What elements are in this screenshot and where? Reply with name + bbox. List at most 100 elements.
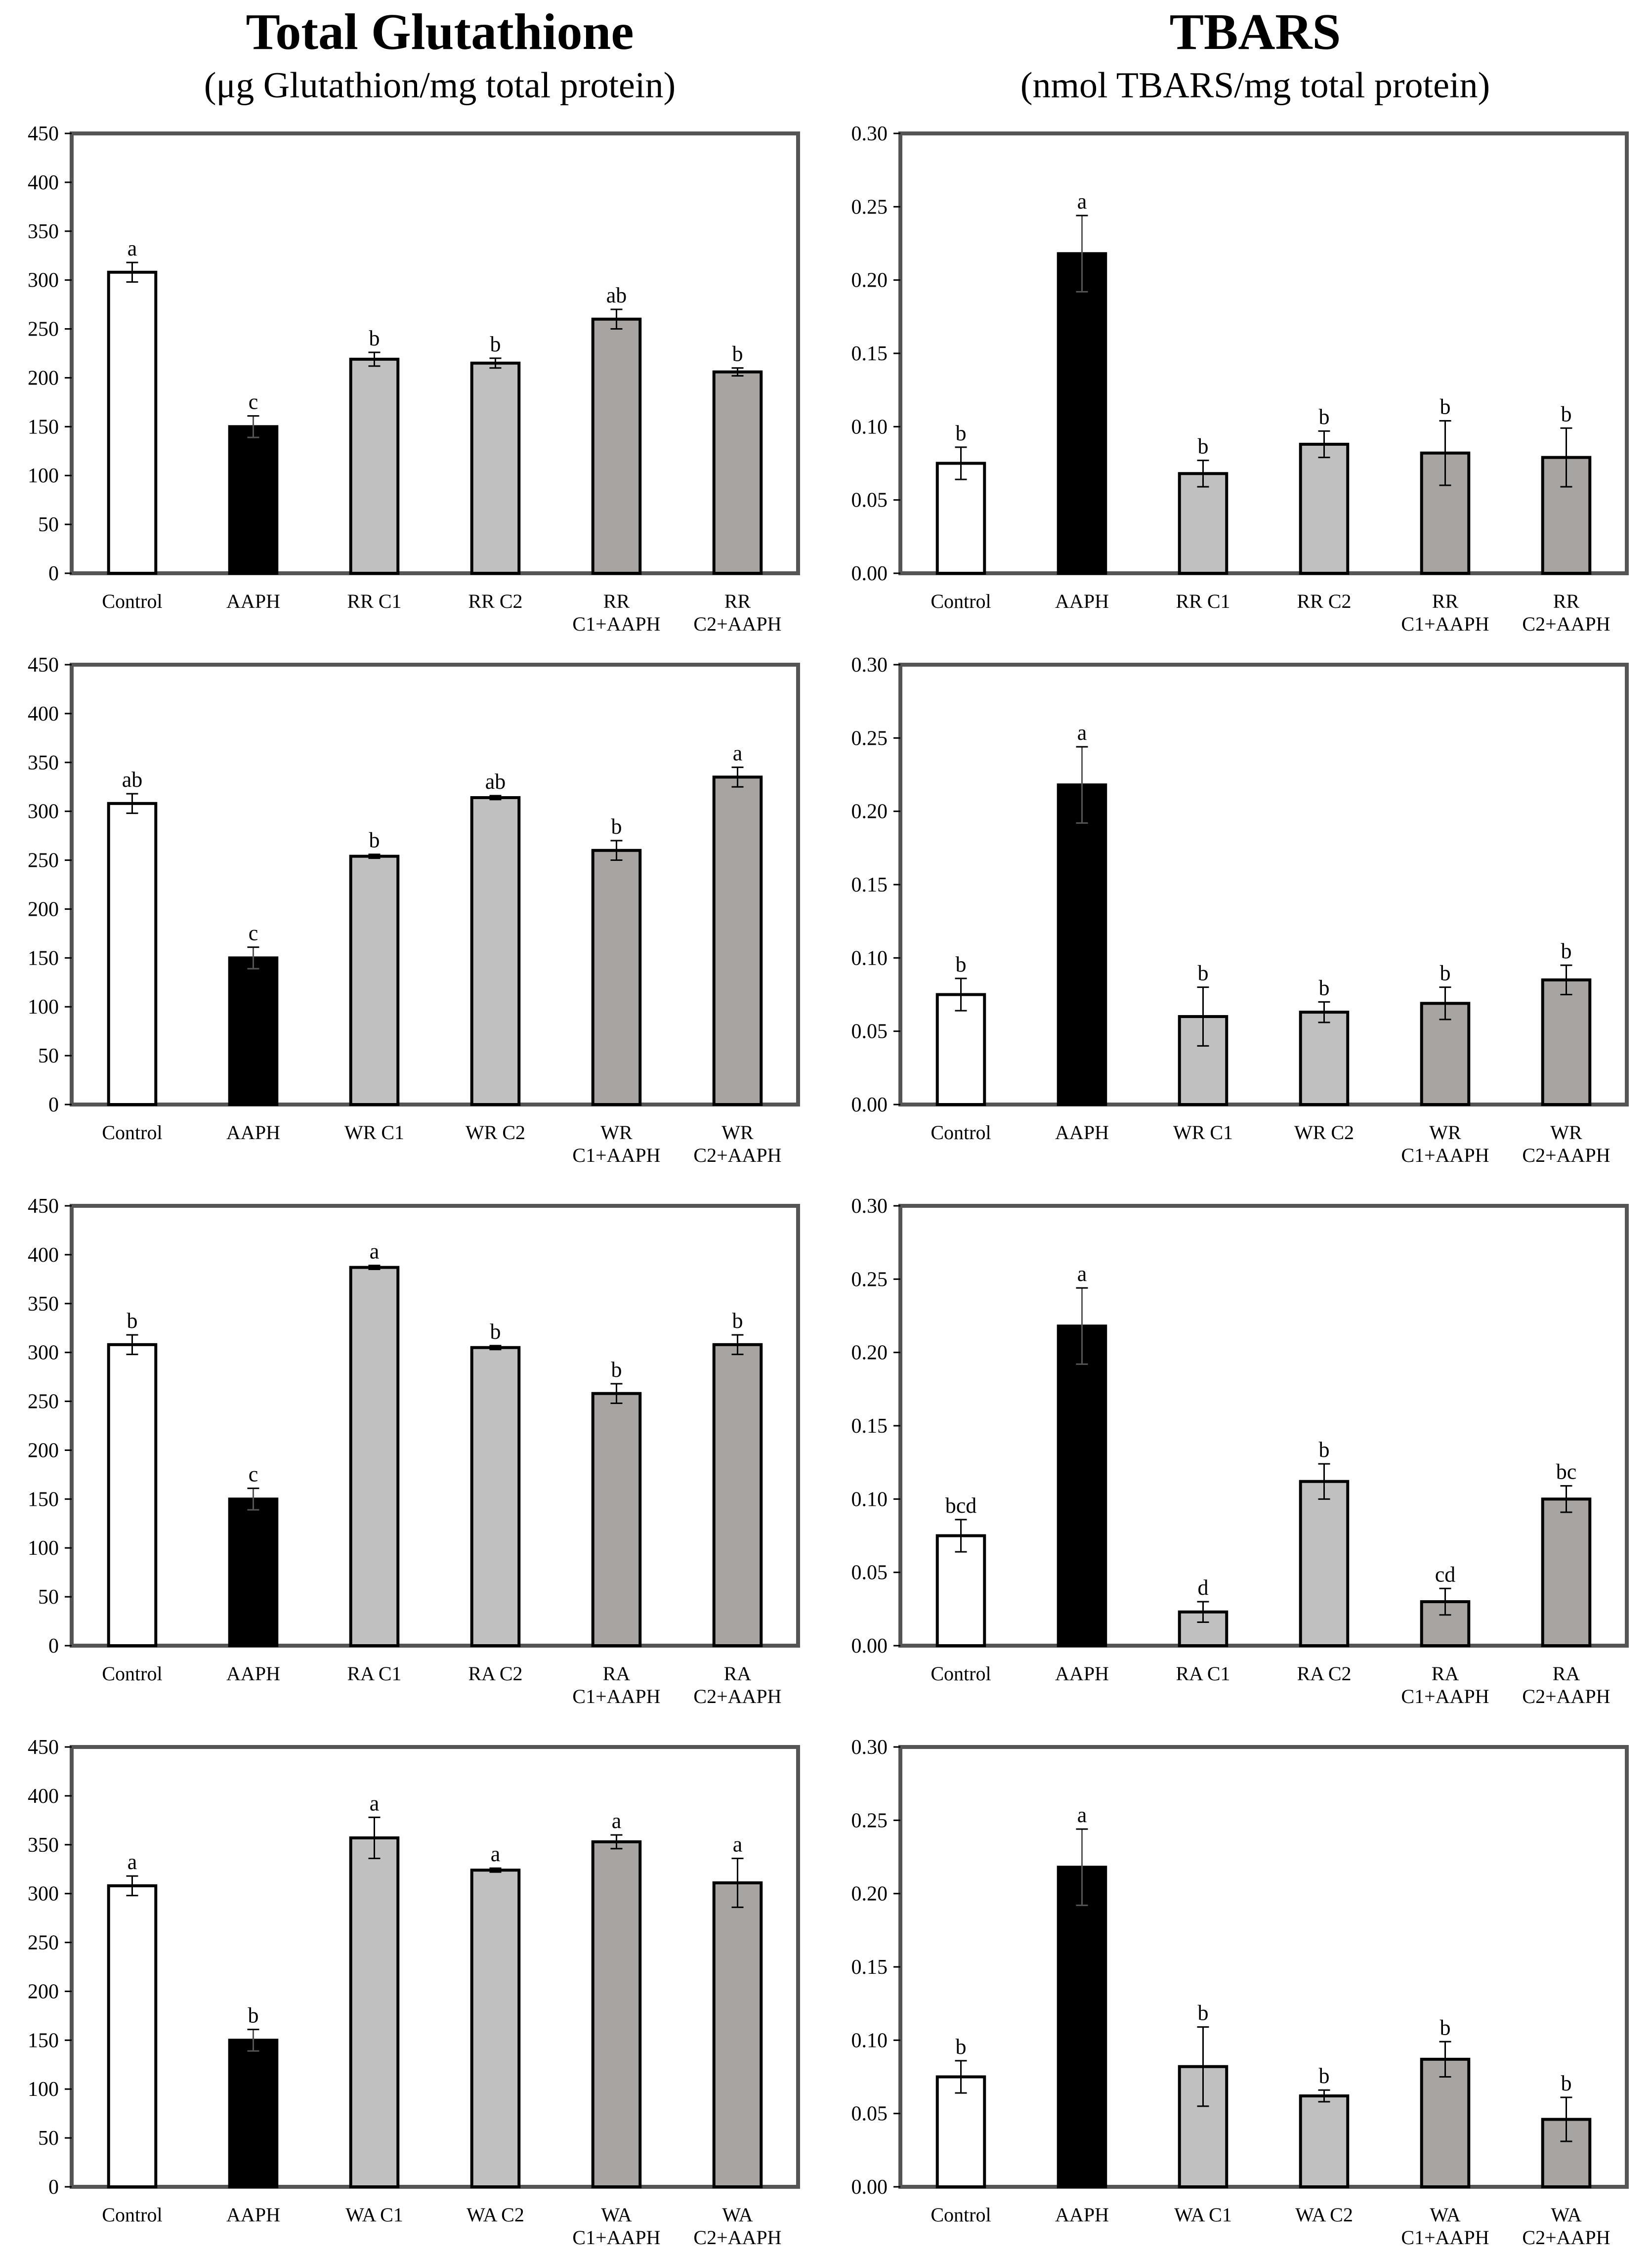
chart-left-2-category-label: AAPH [226,1121,280,1144]
chart-right-3-category-label: RA [1553,1662,1580,1685]
chart-left-2-significance-letter: b [611,814,622,839]
chart-left-4-ytick-label: 450 [28,1736,59,1759]
chart-right-1-significance-letter: a [1077,189,1087,213]
chart-left-4-frame [70,1745,800,2189]
chart-left-4-ytick-label: 50 [38,2127,59,2150]
chart-right-2-category-label: WR [1429,1121,1461,1144]
chart-right-3-ytick-label: 0.20 [851,1342,888,1364]
chart-right-1-ytick-label: 0.15 [851,342,888,365]
chart-right-4-ytick-label: 0.20 [851,1883,888,1906]
chart-left-2-bar [228,956,279,1107]
chart-right-3-bar [1299,1480,1350,1648]
chart-left-2-significance-letter: a [733,741,743,766]
chart-left-2-category-label: C2+AAPH [693,1144,781,1166]
tbars-title: TBARS [1169,3,1341,60]
chart-right-1-frame [898,131,1629,575]
chart-left-1-bar [228,425,279,575]
chart-left-4-category-label: WA [722,2204,753,2226]
chart-left-4-significance-letter: a [127,1850,137,1874]
chart-left-3-category-label: C2+AAPH [693,1685,781,1707]
chart-left-3-significance-letter: b [127,1309,138,1333]
chart-left-4-ytick-label: 350 [28,1834,59,1857]
chart-right-1-ytick-label: 0.00 [851,562,888,585]
chart-left-1-ytick-label: 400 [28,171,59,194]
chart-right-3-significance-letter: bc [1556,1460,1577,1484]
chart-left-2-category-label: Control [102,1121,162,1144]
chart-left-2-bar [470,796,521,1106]
chart-left-3-category-label: C1+AAPH [572,1685,660,1707]
chart-left-2-bar [712,775,763,1106]
chart-right-1-ytick-label: 0.10 [851,416,888,438]
chart-right-3-category-label: C1+AAPH [1401,1685,1489,1707]
chart-left-4-category-label: AAPH [226,2204,280,2226]
chart-right-4-category-label: WA C1 [1174,2204,1232,2226]
chart-right-3-bar [1541,1497,1592,1647]
glutathione-title: Total Glutathione [246,3,634,60]
chart-right-1-category-label: RR [1432,590,1459,612]
chart-right-3-significance-letter: d [1198,1575,1209,1600]
chart-left-4-bar [591,1840,642,2189]
chart-right-2-bar [1057,783,1107,1107]
chart-left-2-frame [70,663,800,1107]
chart-left-4-ytick-label: 150 [28,2029,59,2052]
chart-right-2-ytick-label: 0.30 [851,654,888,677]
chart-left-4-ytick-label: 0 [48,2176,59,2199]
chart-left-1-ytick-label: 0 [48,562,59,585]
chart-left-3-significance-letter: b [611,1358,622,1382]
chart-right-2-ytick-label: 0.25 [851,727,888,750]
chart-right-3-ytick-label: 0.00 [851,1635,888,1658]
chart-right-2-ytick-label: 0.20 [851,801,888,823]
chart-left-4-category-label: WA C1 [345,2204,403,2226]
chart-left-1-significance-letter: c [249,390,258,414]
chart-right-2-ytick-label: 0.05 [851,1021,888,1043]
chart-right-1-ytick-label: 0.20 [851,269,888,292]
chart-left-4-significance-letter: a [612,1809,622,1833]
tbars-unit-label: (nmol TBARS/mg total protein) [1020,65,1490,106]
chart-right-4-frame [898,1745,1629,2189]
chart-right-3-category-label: RA [1432,1662,1459,1685]
chart-right-1-category-label: RR C1 [1176,590,1230,612]
chart-left-4-significance-letter: a [491,1842,501,1866]
chart-right-4-category-label: Control [931,2204,991,2226]
chart-left-1-bar [591,317,642,575]
chart-right-3-ytick-label: 0.10 [851,1488,888,1511]
chart-right-4-ytick-label: 0.10 [851,2029,888,2052]
chart-right-4-significance-letter: b [1561,2071,1572,2095]
chart-left-4-category-label: C2+AAPH [693,2226,781,2249]
chart-left-1-significance-letter: a [127,236,137,260]
chart-right-3-category-label: C2+AAPH [1522,1685,1610,1707]
chart-left-1-category-label: RR C1 [347,590,401,612]
chart-left-2-ytick-label: 200 [28,898,59,921]
chart-left-1-category-label: RR [724,590,751,612]
chart-left-2-bar [591,849,642,1107]
chart-right-4-ytick-label: 0.30 [851,1736,888,1759]
chart-right-4-significance-letter: b [1198,2001,1209,2025]
chart-left-2-bar [107,802,158,1107]
chart-left-3-ytick-label: 50 [38,1586,59,1609]
chart-left-2-ytick-label: 400 [28,703,59,725]
chart-right-1-significance-letter: b [1198,434,1209,459]
chart-left-3-bar [470,1346,521,1648]
chart-right-2-ytick-label: 0.10 [851,947,888,970]
glutathione-unit-label: (μg Glutathion/mg total protein) [204,65,676,106]
chart-right-2-category-label: C2+AAPH [1522,1144,1610,1166]
chart-right-4-category-label: WA [1430,2204,1460,2226]
chart-left-3-category-label: RA C2 [468,1662,522,1685]
chart-right-3-category-label: AAPH [1055,1662,1109,1685]
chart-right-2-significance-letter: b [1319,976,1330,1000]
chart-right-3-frame [898,1204,1629,1648]
chart-right-1-category-label: C1+AAPH [1401,613,1489,635]
chart-left-3-category-label: Control [102,1662,162,1685]
chart-right-4-category-label: WA [1551,2204,1581,2226]
chart-right-3-bar [935,1534,986,1647]
chart-right-2-significance-letter: b [1561,939,1572,963]
chart-left-2-category-label: WR [721,1121,754,1144]
chart-left-3-ytick-label: 400 [28,1244,59,1267]
chart-left-1-ytick-label: 350 [28,220,59,243]
chart-left-1-category-label: RR [603,590,630,612]
chart-left-1-category-label: Control [102,590,162,612]
chart-right-3-significance-letter: a [1077,1262,1087,1286]
chart-left-4-significance-letter: a [733,1832,743,1856]
chart-left-4-ytick-label: 100 [28,2078,59,2101]
chart-right-1-significance-letter: b [956,421,967,445]
